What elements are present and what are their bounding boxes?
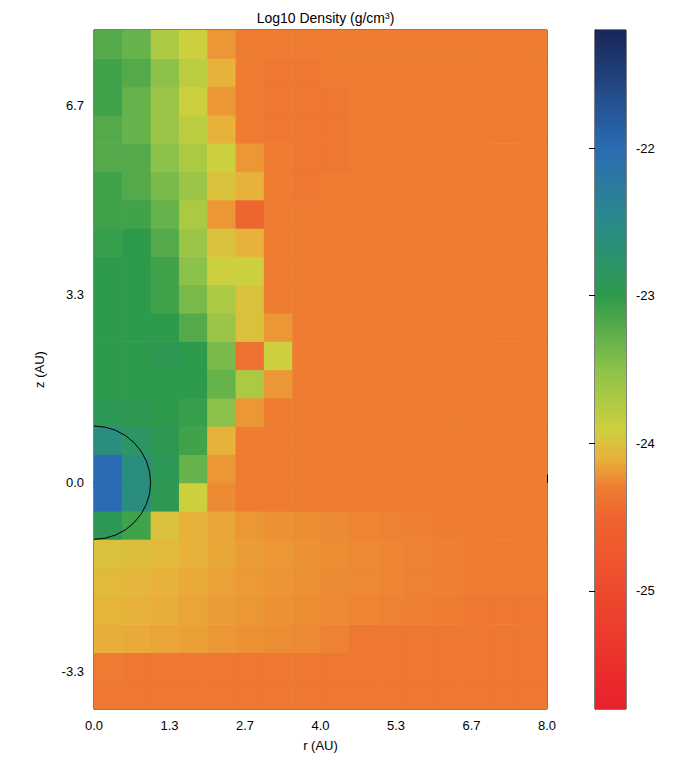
svg-text:3.3: 3.3 xyxy=(66,287,84,302)
svg-text:z (AU): z (AU) xyxy=(32,351,47,388)
svg-text:6.7: 6.7 xyxy=(66,98,84,113)
svg-text:5.3: 5.3 xyxy=(387,718,405,733)
svg-text:1.3: 1.3 xyxy=(160,718,178,733)
svg-text:r (AU): r (AU) xyxy=(303,738,338,753)
svg-text:Log10 Density (g/cm³): Log10 Density (g/cm³) xyxy=(257,10,395,26)
svg-text:8.0: 8.0 xyxy=(538,718,556,733)
svg-text:-3.3: -3.3 xyxy=(62,664,84,679)
svg-text:0.0: 0.0 xyxy=(85,718,103,733)
svg-text:-24: -24 xyxy=(636,436,655,451)
svg-text:-23: -23 xyxy=(636,288,655,303)
svg-text:4.0: 4.0 xyxy=(311,718,329,733)
svg-text:6.7: 6.7 xyxy=(462,718,480,733)
svg-text:-22: -22 xyxy=(636,141,655,156)
svg-text:2.7: 2.7 xyxy=(236,718,254,733)
svg-text:0.0: 0.0 xyxy=(66,475,84,490)
svg-text:-25: -25 xyxy=(636,583,655,598)
